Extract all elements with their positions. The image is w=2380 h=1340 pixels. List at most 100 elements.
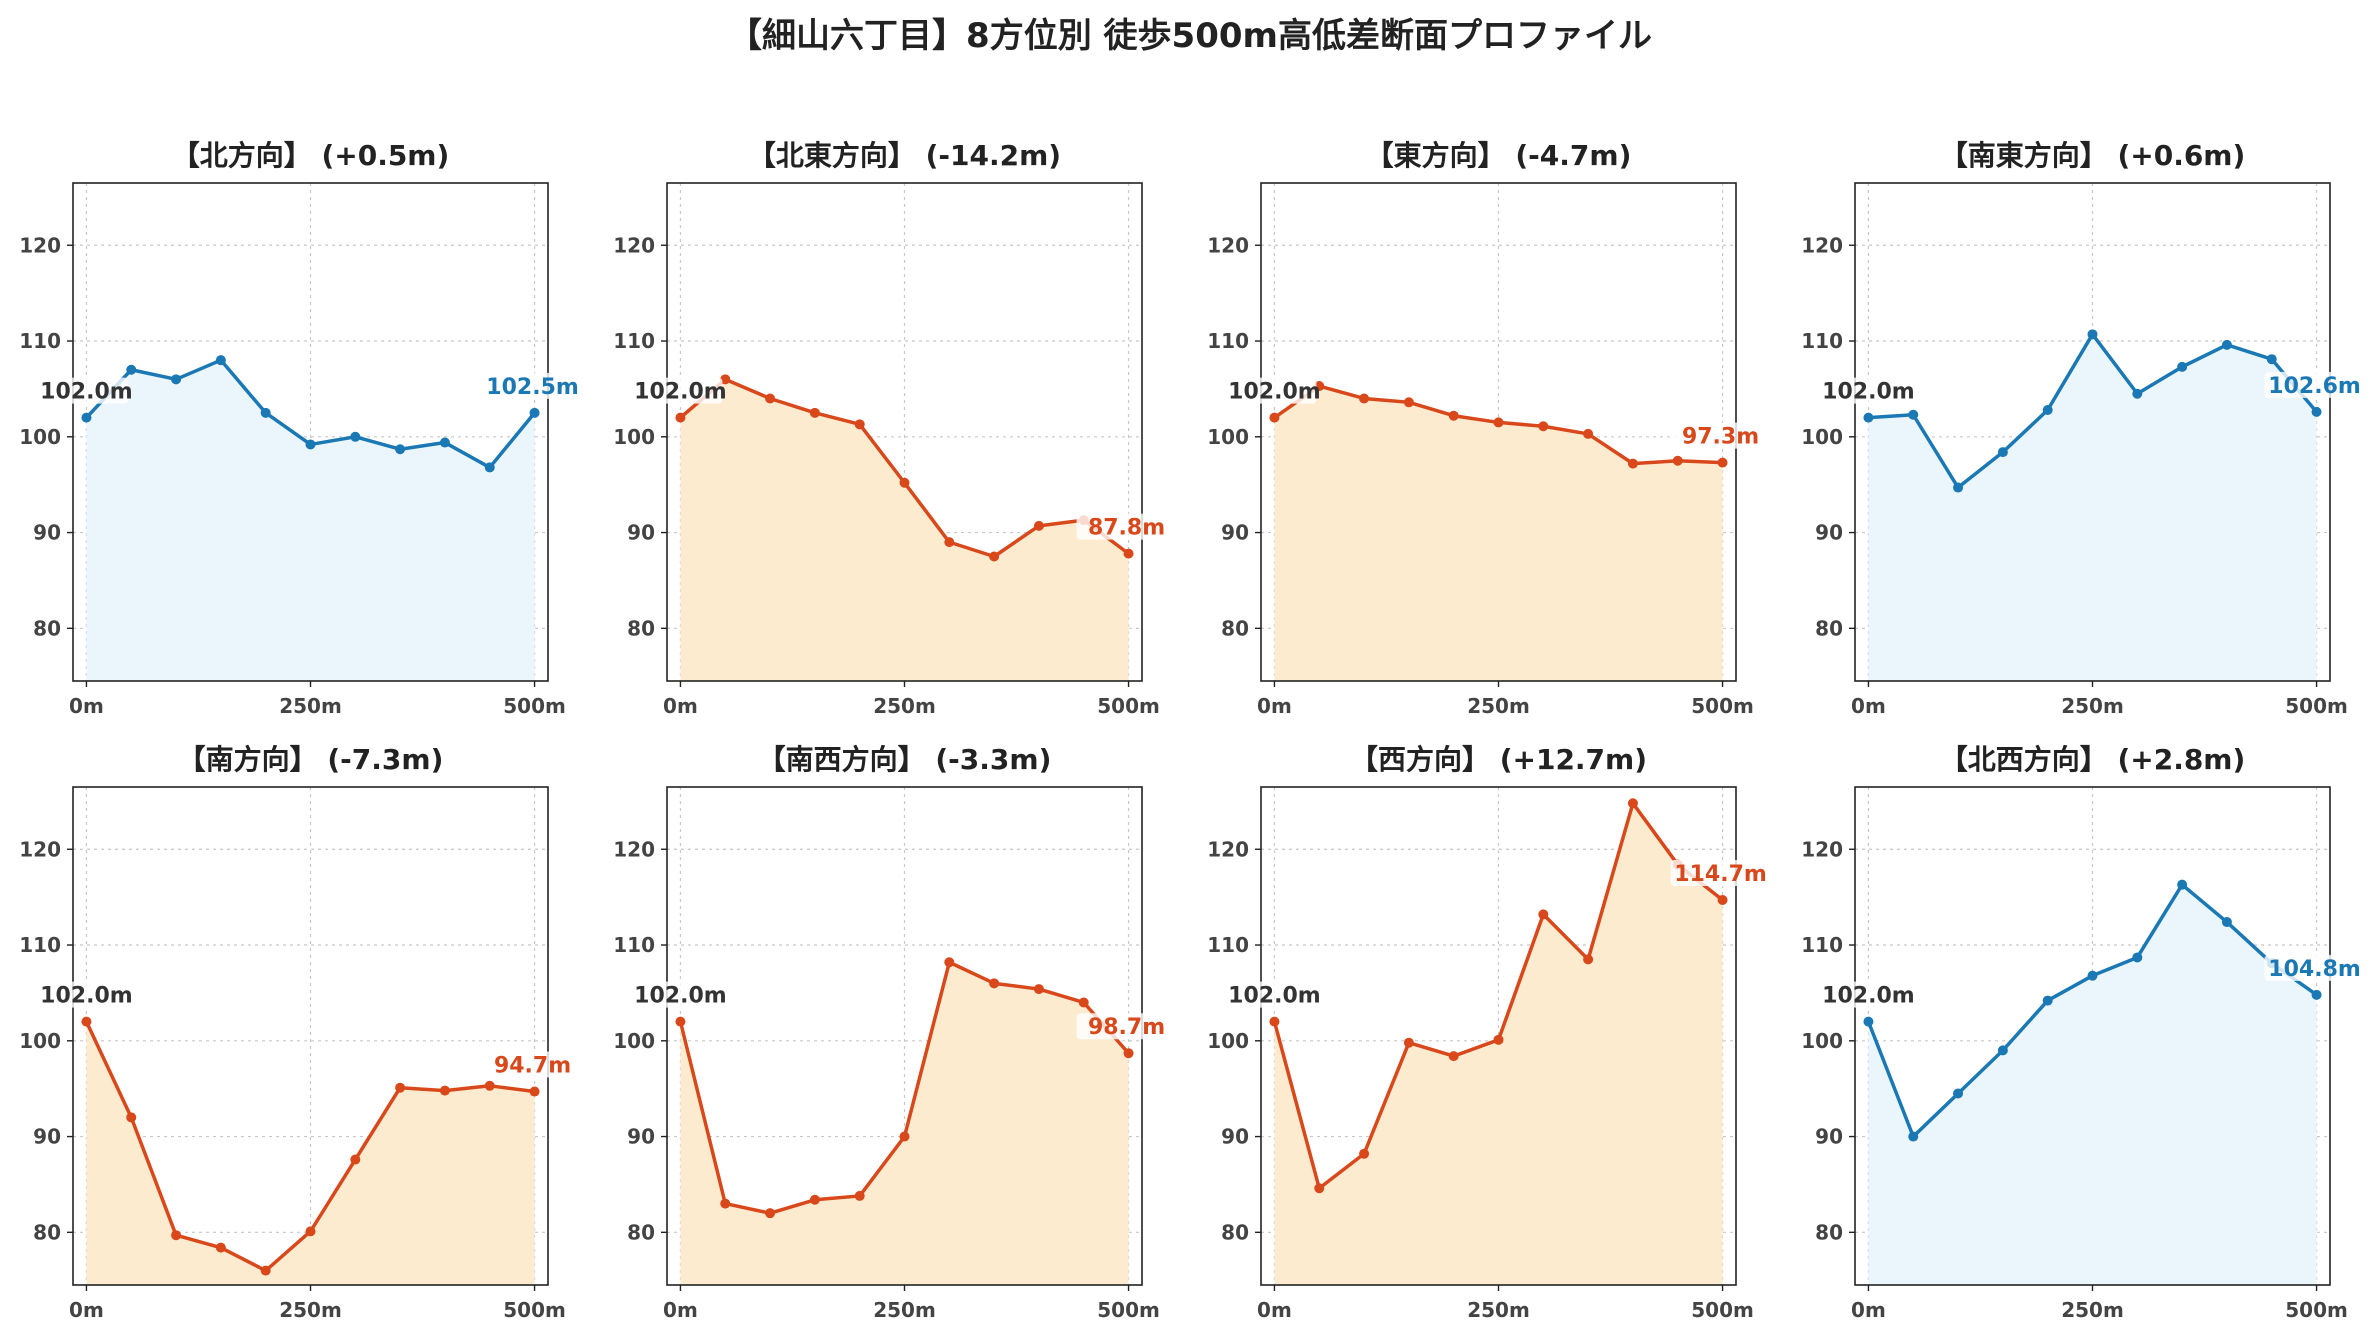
data-point — [1123, 548, 1134, 559]
x-tick-label: 0m — [663, 1298, 698, 1322]
data-point — [1493, 1034, 1504, 1045]
start-label-bg — [1232, 981, 1317, 1008]
data-point — [1627, 458, 1638, 469]
start-label-bg — [44, 981, 129, 1008]
x-tick-label: 500m — [1691, 1298, 1754, 1322]
y-tick-label: 120 — [1801, 233, 1843, 257]
data-point — [260, 1265, 271, 1276]
data-point — [350, 1154, 361, 1165]
y-tick-label: 120 — [613, 837, 655, 861]
data-point — [989, 551, 1000, 562]
start-label: 102.0m — [1228, 984, 1321, 1009]
data-point — [484, 1080, 495, 1091]
data-point — [854, 1190, 865, 1201]
data-point — [126, 364, 137, 375]
start-label: 102.0m — [40, 380, 133, 405]
data-point — [1033, 520, 1044, 531]
data-point — [2177, 361, 2188, 372]
y-tick-label: 100 — [1801, 425, 1843, 449]
data-point — [81, 412, 92, 423]
start-label-bg — [44, 377, 129, 404]
data-point — [1269, 1016, 1280, 1027]
y-tick-label: 120 — [613, 233, 655, 257]
y-tick-label: 120 — [19, 233, 61, 257]
x-tick-label: 250m — [873, 694, 936, 718]
data-point — [1033, 984, 1044, 995]
end-label-bg — [1670, 422, 1771, 449]
data-point — [899, 1131, 910, 1142]
end-label-bg — [1670, 860, 1771, 887]
data-point — [1314, 1183, 1325, 1194]
end-label: 98.7m — [1088, 1015, 1165, 1040]
y-tick-label: 80 — [1815, 616, 1843, 640]
data-point — [2221, 339, 2232, 350]
y-tick-label: 80 — [33, 1220, 61, 1244]
data-point — [1123, 1048, 1134, 1059]
area-fill — [86, 360, 535, 681]
y-tick-label: 80 — [1221, 616, 1249, 640]
area-fill — [1868, 334, 2317, 681]
y-tick-label: 120 — [19, 837, 61, 861]
data-point — [1583, 428, 1594, 439]
y-tick-label: 110 — [1801, 329, 1843, 353]
data-point — [2042, 995, 2053, 1006]
data-point — [350, 431, 361, 442]
data-point — [395, 1082, 406, 1093]
data-point — [1672, 455, 1683, 466]
data-point — [2177, 879, 2188, 890]
data-point — [2311, 406, 2322, 417]
y-tick-label: 110 — [1207, 933, 1249, 957]
x-tick-label: 250m — [1467, 1298, 1530, 1322]
data-point — [675, 412, 686, 423]
y-tick-label: 100 — [1801, 1029, 1843, 1053]
x-tick-label: 250m — [279, 1298, 342, 1322]
data-point — [2087, 329, 2098, 340]
panel-title: 【東方向】 (-4.7m) — [1366, 139, 1632, 172]
y-tick-label: 90 — [33, 1125, 61, 1149]
x-tick-label: 0m — [663, 694, 698, 718]
y-tick-label: 120 — [1801, 837, 1843, 861]
data-point — [1448, 1051, 1459, 1062]
y-tick-label: 100 — [1207, 1029, 1249, 1053]
y-tick-label: 120 — [1207, 233, 1249, 257]
y-tick-label: 90 — [627, 1125, 655, 1149]
x-tick-label: 0m — [1257, 694, 1292, 718]
data-point — [765, 393, 776, 404]
chart-panel-8: 80 90 100 110 120 0m 250m 500m 【北西方向】 (+2.8m) 102… — [1801, 743, 2365, 1322]
x-tick-label: 0m — [69, 1298, 104, 1322]
y-tick-label: 80 — [33, 616, 61, 640]
data-point — [1863, 412, 1874, 423]
data-point — [2132, 388, 2143, 399]
data-point — [126, 1112, 137, 1123]
data-point — [529, 1086, 540, 1097]
data-point — [2266, 354, 2277, 365]
data-point — [439, 1085, 450, 1096]
y-tick-label: 100 — [19, 1029, 61, 1053]
data-point — [1908, 409, 1919, 420]
y-tick-label: 90 — [33, 521, 61, 545]
chart-panel-1: 80 90 100 110 120 0m 250m 500m 【北方向】 (+0.5m) 102.… — [19, 139, 583, 718]
figure-title: 【細山六丁目】8方位別 徒歩500m高低差断面プロファイル — [728, 16, 1652, 56]
x-tick-label: 0m — [1851, 1298, 1886, 1322]
data-point — [1314, 381, 1325, 392]
start-label: 102.0m — [634, 380, 727, 405]
x-tick-label: 250m — [1467, 694, 1530, 718]
chart-panel-2: 80 90 100 110 120 0m 250m 500m 【北東方向】 (-14.2m) 10… — [613, 139, 1177, 718]
data-point — [675, 1016, 686, 1027]
data-point — [395, 444, 406, 455]
data-point — [1448, 410, 1459, 421]
y-tick-label: 90 — [1221, 1125, 1249, 1149]
data-point — [765, 1208, 776, 1219]
end-label: 102.5m — [486, 375, 579, 400]
y-tick-label: 80 — [627, 1220, 655, 1244]
area-fill — [1274, 386, 1723, 681]
y-tick-label: 80 — [627, 616, 655, 640]
start-label-bg — [638, 981, 723, 1008]
area-fill — [1868, 884, 2317, 1285]
panel-title: 【北西方向】 (+2.8m) — [1940, 743, 2246, 776]
panel-title: 【西方向】 (+12.7m) — [1350, 743, 1647, 776]
data-point — [1538, 909, 1549, 920]
start-label-bg — [1826, 981, 1911, 1008]
y-tick-label: 110 — [1801, 933, 1843, 957]
y-tick-label: 100 — [1207, 425, 1249, 449]
